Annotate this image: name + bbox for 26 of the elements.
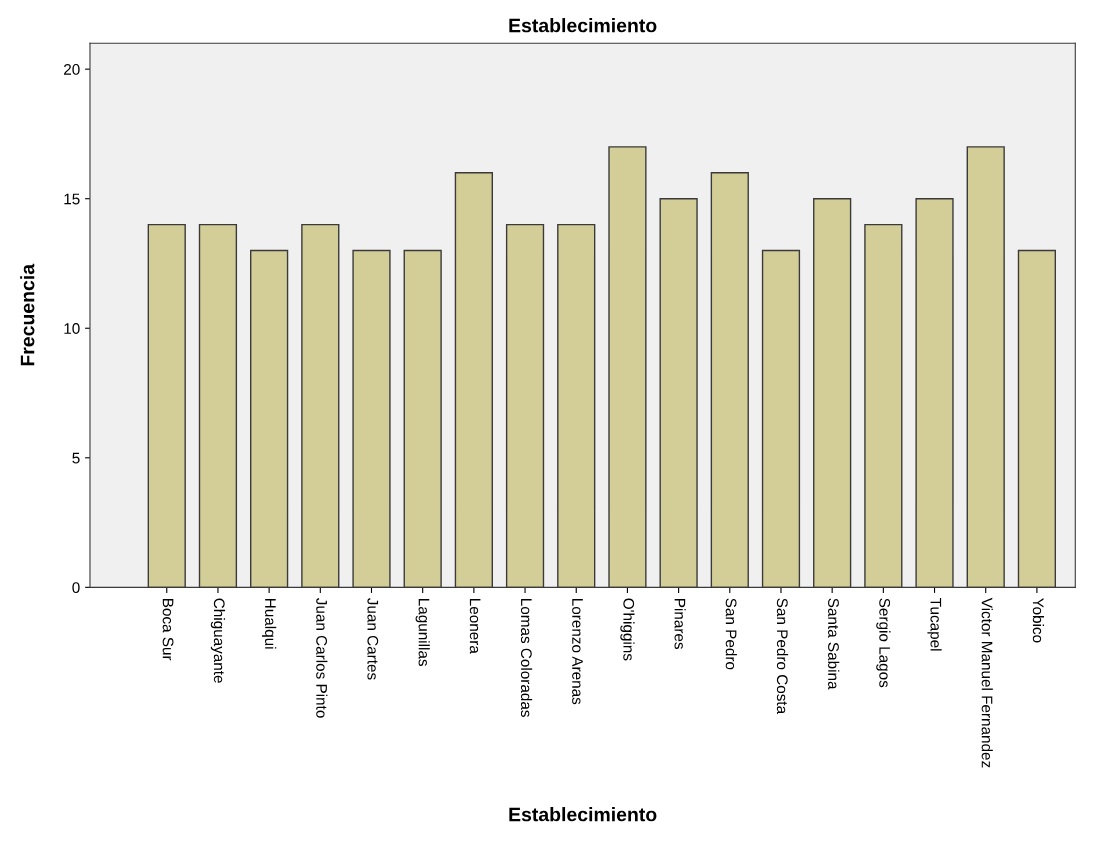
- y-tick-label: 10: [64, 323, 80, 334]
- x-tick-label: O'higgins: [620, 598, 635, 661]
- x-tick-label: Tucapel: [927, 598, 942, 651]
- x-tick-label: Boca Sur: [162, 599, 174, 661]
- x-tick-label: San Pedro: [725, 598, 737, 670]
- y-tick-label: 0: [72, 582, 80, 594]
- x-tick-label: Juan Cartes: [367, 597, 379, 680]
- y-tick-label: 20: [64, 64, 80, 75]
- chart-title: Establecimiento: [509, 18, 657, 33]
- y-tick-label: 15: [64, 193, 80, 205]
- x-tick-label: Sergio Lagos: [876, 598, 891, 688]
- x-tick-label: Chiguayante: [210, 598, 226, 683]
- x-tick-label: Lagunillas: [415, 599, 430, 666]
- x-tick-label: Pinares: [674, 599, 686, 649]
- y-axis-title: Frecuencia: [20, 263, 35, 366]
- x-tick-label: Hualqui: [262, 599, 277, 649]
- x-tick-label: Lomas Coloradas: [520, 599, 533, 717]
- x-axis-title: Establecimiento: [509, 807, 657, 822]
- x-tick-label: Santa Sabina: [828, 598, 840, 690]
- x-tick-label: Leonera: [469, 599, 481, 654]
- x-tick-label: San Pedro Costa: [776, 598, 789, 715]
- x-tick-label: Juan Carlos Pinto: [316, 597, 328, 718]
- x-tick-label: Lorenzo Arenas: [572, 599, 583, 705]
- y-tick-label: 5: [72, 452, 80, 464]
- x-tick-label: Victor Manuel Fernandez: [981, 597, 993, 768]
- x-tick-label: Yobico: [1032, 598, 1045, 643]
